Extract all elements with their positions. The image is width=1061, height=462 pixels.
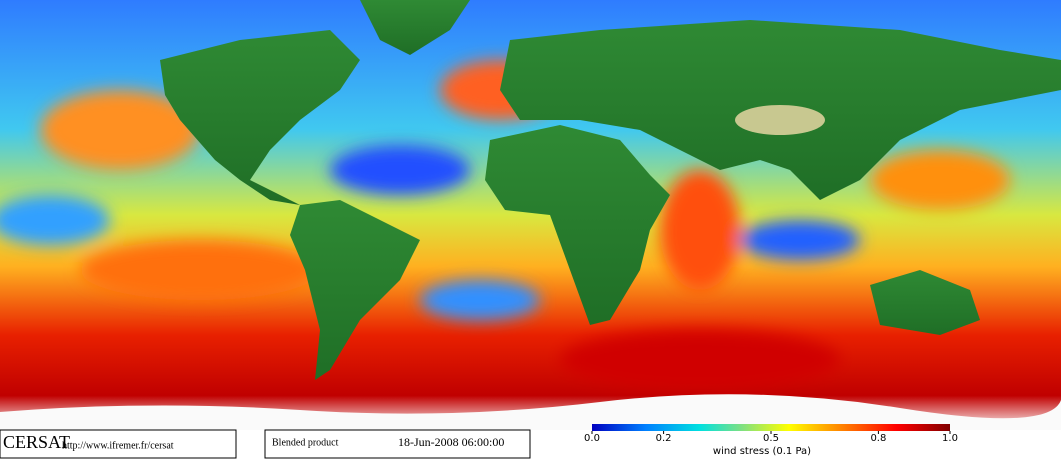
logo-box <box>0 429 237 459</box>
wind-field <box>0 60 1010 390</box>
africa <box>485 125 670 325</box>
colorbar-tick-label: 0.5 <box>763 433 779 444</box>
date: 18-Jun-2008 06:00:00 <box>398 435 504 449</box>
tibet-plateau <box>735 105 825 135</box>
product: Blended product <box>272 437 339 448</box>
greenland <box>360 0 470 55</box>
url: http://www.ifremer.fr/cersat <box>62 440 174 451</box>
colorbar-label: wind stress (0.1 Pa) <box>713 446 811 457</box>
colorbar-ramp <box>592 424 950 431</box>
colorbar-tick-label: 1.0 <box>942 433 958 444</box>
colorbar-tick-label: 0.0 <box>584 433 600 444</box>
south-america <box>290 200 420 380</box>
antarctica <box>0 394 1061 430</box>
australia <box>870 270 980 335</box>
info-box <box>264 429 531 459</box>
colorbar-tick-label: 0.2 <box>656 433 672 444</box>
logo: CERSAT <box>3 432 70 452</box>
colorbar-tick-label: 0.8 <box>870 433 886 444</box>
colorbar: wind stress (0.1 Pa) 0.0 0.2 0.5 0.8 1.0 <box>584 424 958 457</box>
north-america <box>160 30 360 205</box>
map <box>0 0 1061 430</box>
